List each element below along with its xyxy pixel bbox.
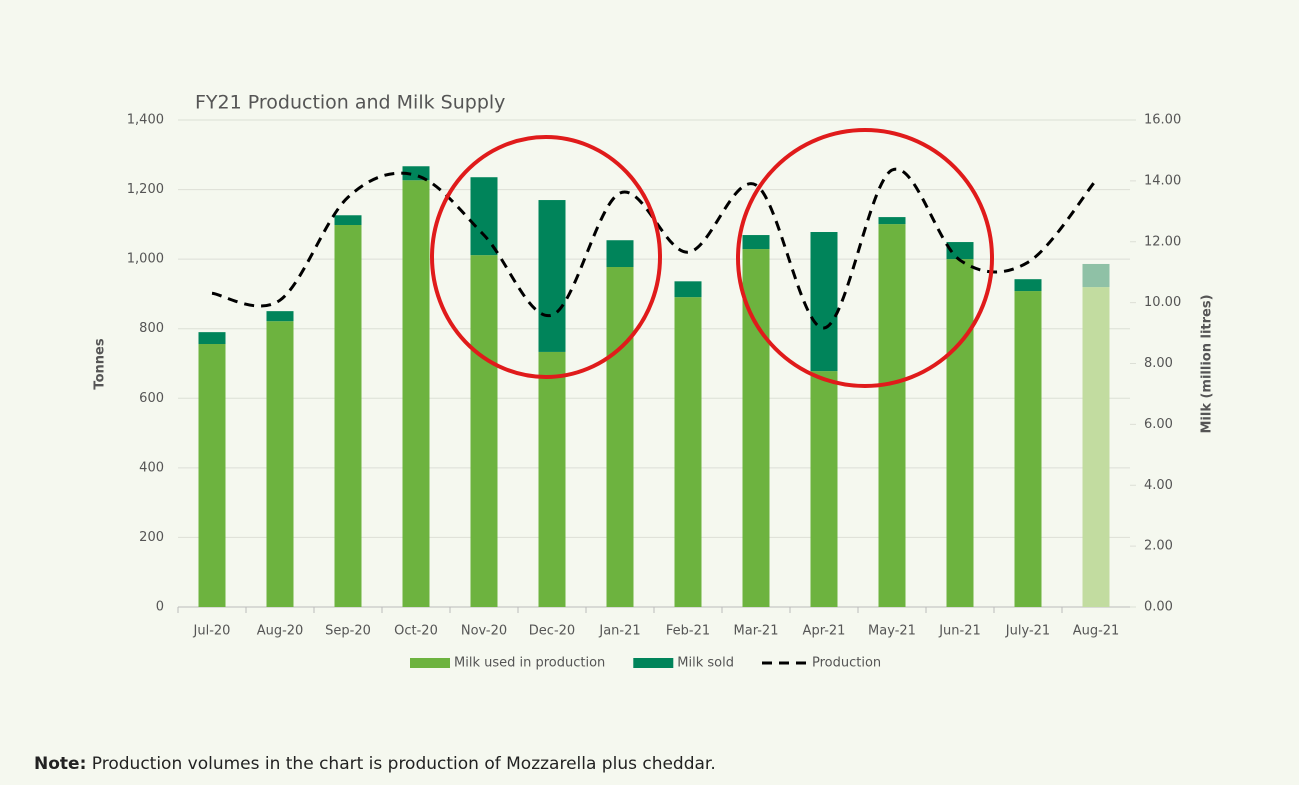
bar xyxy=(946,259,974,607)
y-tick-label: 800 xyxy=(139,321,164,336)
bar xyxy=(266,311,294,322)
highlight-circle xyxy=(430,135,662,379)
y-tick-label: 1,200 xyxy=(127,182,164,197)
note-label: Note: xyxy=(34,754,87,774)
x-tick-label: Nov-20 xyxy=(461,624,507,639)
plot: 0 200 400 600 800 1,000 1,200 1,400 0.00 2.00 4.00… xyxy=(127,113,1181,671)
x-tick-label: Dec-20 xyxy=(529,624,575,639)
legend-label: Production xyxy=(812,656,881,671)
bar xyxy=(538,351,566,607)
y-tick-label: 200 xyxy=(139,530,164,545)
x-tick-label: Oct-20 xyxy=(394,624,438,639)
bar xyxy=(334,215,362,226)
y-axis-label: Tonnes xyxy=(93,338,108,389)
x-tick-label: Sep-20 xyxy=(325,624,371,639)
bar xyxy=(538,200,566,352)
bar xyxy=(470,177,498,256)
note: Note: Production volumes in the chart is… xyxy=(34,754,716,774)
bar xyxy=(1014,291,1042,607)
x-tick-label: July-21 xyxy=(1005,624,1050,639)
bar xyxy=(606,267,634,607)
x-tick-label: May-21 xyxy=(868,624,916,639)
bar xyxy=(198,344,226,607)
chart: FY21 Production and Milk Supply Tonnes M… xyxy=(93,92,1215,671)
highlight-circle xyxy=(736,128,994,388)
y2-tick-label: 10.00 xyxy=(1144,295,1181,310)
y2-tick-label: 14.00 xyxy=(1144,173,1181,188)
y2-tick-label: 8.00 xyxy=(1144,356,1173,371)
bar xyxy=(1082,263,1110,288)
x-tick-label: Apr-21 xyxy=(803,624,846,639)
legend-label: Milk used in production xyxy=(454,656,605,671)
x-tick-label: Jan-21 xyxy=(598,624,640,639)
y2-tick-label: 16.00 xyxy=(1144,113,1181,128)
bar xyxy=(946,242,974,260)
legend-label: Milk sold xyxy=(677,656,734,671)
bar xyxy=(878,224,906,607)
note-text: Production volumes in the chart is produ… xyxy=(91,754,716,774)
bar xyxy=(1014,279,1042,292)
y2-tick-label: 2.00 xyxy=(1144,539,1173,554)
y-tick-label: 1,000 xyxy=(127,252,164,267)
y2-tick-label: 0.00 xyxy=(1144,600,1173,615)
y-tick-label: 600 xyxy=(139,391,164,406)
bar xyxy=(878,217,906,225)
line xyxy=(211,167,1098,330)
x-tick-label: Aug-21 xyxy=(1073,624,1120,639)
chart-title: FY21 Production and Milk Supply xyxy=(195,92,505,114)
x-tick-label: Mar-21 xyxy=(734,624,779,639)
bar xyxy=(198,332,226,345)
y-tick-label: 0 xyxy=(156,600,164,615)
y2-tick-label: 6.00 xyxy=(1144,417,1173,432)
y2-axis-label: Milk (million litres) xyxy=(1200,294,1215,433)
y2-tick-label: 4.00 xyxy=(1144,478,1173,493)
x-tick-label: Jul-20 xyxy=(193,624,231,639)
legend-swatch xyxy=(633,658,674,668)
x-tick-label: Jun-21 xyxy=(938,624,981,639)
bar xyxy=(742,235,770,250)
x-tick-label: Feb-21 xyxy=(666,624,710,639)
bar xyxy=(470,255,498,607)
bar xyxy=(402,180,430,608)
bar xyxy=(1082,287,1110,607)
y2-tick-label: 12.00 xyxy=(1144,234,1181,249)
bar xyxy=(810,371,838,607)
bar xyxy=(674,281,702,298)
bar xyxy=(674,297,702,607)
bar xyxy=(606,240,634,268)
x-tick-label: Aug-20 xyxy=(257,624,304,639)
bar xyxy=(266,321,294,607)
bar xyxy=(334,225,362,607)
legend-swatch xyxy=(410,658,450,668)
y-tick-label: 1,400 xyxy=(127,113,164,128)
bar xyxy=(810,232,838,372)
y-tick-label: 400 xyxy=(139,460,164,475)
